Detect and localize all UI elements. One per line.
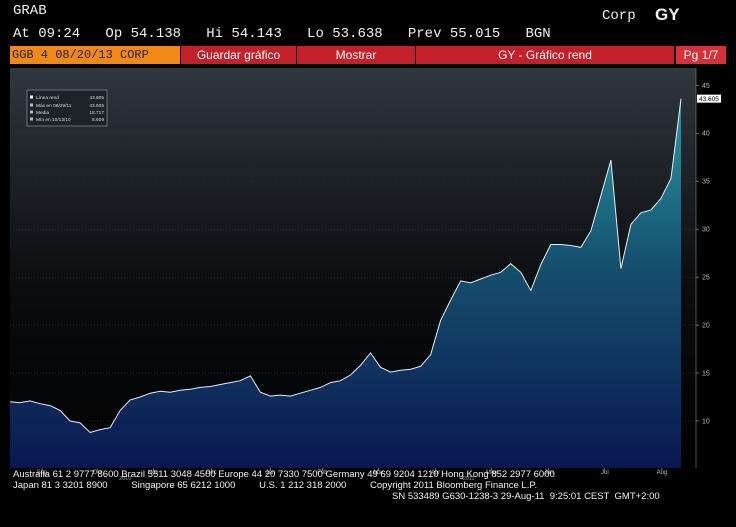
legend-value: 18.717	[89, 110, 104, 116]
area-fill	[10, 98, 681, 468]
legend-label: Media	[36, 110, 49, 116]
function-code: GY	[655, 5, 680, 24]
market-sector: Corp	[602, 8, 636, 24]
x-tick-label: Dec	[206, 470, 217, 476]
x-tick-label: Feb	[317, 470, 328, 476]
year-label: 2010	[119, 476, 131, 480]
chart-title-button[interactable]: GY - Gráfico rend	[416, 46, 675, 64]
legend-symbol	[30, 95, 33, 99]
save-chart-button[interactable]: Guardar gráfico	[181, 46, 297, 64]
legend-symbol	[30, 103, 33, 107]
legend-value: 43.605	[89, 103, 104, 109]
yield-line	[9, 98, 682, 434]
legend-label: Línea rend	[36, 95, 59, 101]
x-tick-label: Jan	[266, 470, 276, 476]
page-indicator[interactable]: Pg 1/7	[676, 46, 727, 64]
y-tick-label: 20	[702, 323, 710, 330]
y-tick-label: 10	[702, 418, 710, 425]
legend-box	[26, 89, 108, 127]
legend-symbol	[30, 117, 33, 121]
last-value-tag	[697, 94, 721, 103]
legend-label: Mín en 10/13/10	[36, 117, 71, 123]
x-tick-label: Aug	[657, 470, 668, 476]
y-tick-label: 40	[702, 131, 710, 138]
legend-value: 43.605	[89, 95, 104, 101]
security-box[interactable]: GGB 4 08/20/13 CORP	[10, 46, 181, 64]
y-tick-label: 25	[702, 275, 710, 282]
x-tick-label: May	[486, 470, 497, 476]
legend-label: Máx en 08/29/11	[36, 103, 72, 109]
x-tick-label: Jul	[601, 470, 609, 476]
y-tick-label: 45	[702, 83, 710, 90]
footer-line: SN 533489 G630-1238-3 29-Aug-11 9:25:01 …	[392, 491, 660, 502]
x-tick-label: Mar	[373, 470, 383, 476]
last-value-label: 43.605	[699, 96, 719, 103]
quote-line: At 09:24 Op 54.138 Hi 54.143 Lo 53.638 P…	[13, 26, 551, 42]
x-tick-label: Jun	[544, 470, 554, 476]
security-title: GRAB	[13, 3, 47, 19]
footer-line: Australia 61 2 9777 8600 Brazil 5511 304…	[13, 469, 555, 480]
x-tick-label: Nov	[148, 470, 159, 476]
year-label: 2011	[463, 476, 475, 480]
y-tick-label: 30	[702, 227, 710, 234]
show-button[interactable]: Mostrar	[297, 46, 416, 64]
x-tick-label: Apr	[431, 470, 440, 476]
footer-line: Japan 81 3 3201 8900 Singapore 65 6212 1…	[13, 480, 538, 491]
legend-value: 8.609	[92, 117, 104, 123]
x-tick-label: Oct	[92, 470, 102, 476]
legend: Línea rend 43.605 Máx en 08/29/11 43.605 Med…	[26, 89, 108, 127]
y-tick-label: 35	[702, 179, 710, 186]
y-tick-label: 15	[702, 371, 710, 378]
x-tick-label: Sep	[37, 470, 48, 476]
legend-symbol	[30, 110, 33, 114]
chart: Línea rend 43.605 Máx en 08/29/11 43.605 Med…	[9, 68, 721, 480]
